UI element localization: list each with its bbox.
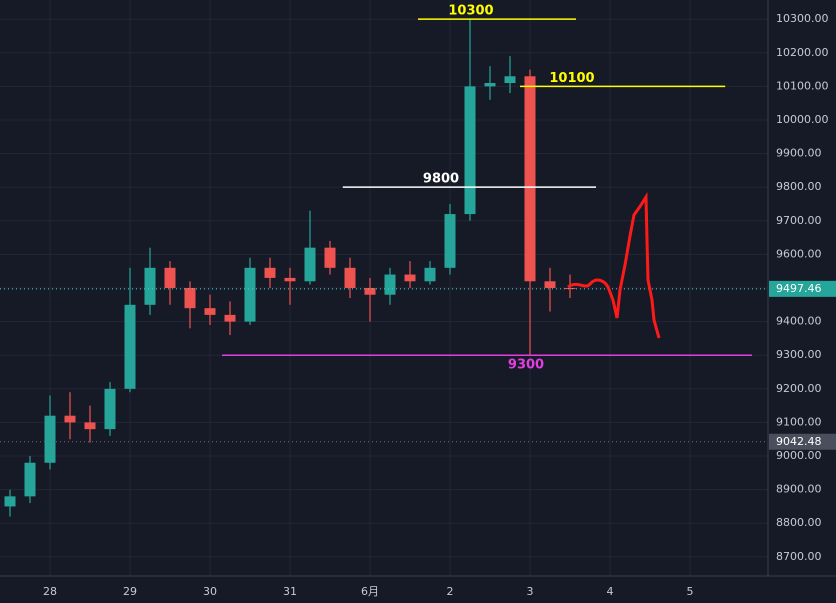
x-tick-label: 6月 [361, 585, 379, 598]
y-tick-label: 9900.00 [776, 147, 822, 160]
y-tick-label: 9400.00 [776, 315, 822, 328]
candle-body [64, 415, 76, 423]
candle-body [524, 76, 536, 282]
x-tick-label: 28 [43, 585, 57, 598]
y-tick-label: 8800.00 [776, 516, 822, 529]
y-tick-label: 9200.00 [776, 382, 822, 395]
level-label: 9300 [508, 358, 544, 373]
candle-body [504, 76, 516, 84]
candle-body [364, 288, 376, 295]
candle-body [224, 314, 236, 322]
x-tick-label: 30 [203, 585, 217, 598]
price-marker-label: 9497.46 [776, 282, 822, 295]
x-tick-label: 2 [447, 585, 454, 598]
y-tick-label: 8700.00 [776, 550, 822, 563]
x-tick-label: 29 [123, 585, 137, 598]
candle-body [264, 267, 276, 278]
candle-body [184, 288, 196, 309]
candle-body [444, 214, 456, 268]
candle-body [464, 86, 476, 215]
level-label: 10300 [448, 4, 493, 19]
candle-body [4, 496, 16, 507]
candle-body [104, 388, 116, 430]
price-marker-box [769, 280, 836, 297]
candle-body [124, 304, 136, 389]
y-tick-label: 9300.00 [776, 348, 822, 361]
level-label: 9800 [423, 172, 459, 187]
x-tick-label: 4 [607, 585, 614, 598]
x-tick-label: 31 [283, 585, 297, 598]
candle-body [344, 267, 356, 288]
candle-body [164, 267, 176, 288]
projection-drawing [567, 191, 661, 339]
x-tick-label: 3 [527, 585, 534, 598]
y-tick-label: 9700.00 [776, 214, 822, 227]
y-tick-label: 9100.00 [776, 415, 822, 428]
candle-body [484, 83, 496, 87]
y-tick-label: 9000.00 [776, 449, 822, 462]
candle-body [424, 267, 436, 282]
candle-body [324, 247, 336, 268]
level-label: 10100 [549, 71, 594, 86]
candle-body [244, 267, 256, 322]
y-tick-label: 10100.00 [776, 79, 829, 92]
candle-body [404, 274, 416, 282]
candle-body [544, 281, 556, 288]
price-marker-label: 9042.48 [776, 435, 822, 448]
x-tick-label: 5 [687, 585, 694, 598]
candle-body [44, 415, 56, 463]
y-tick-label: 10200.00 [776, 46, 829, 59]
candle-body [564, 288, 576, 289]
candle-body [24, 462, 36, 497]
y-tick-label: 8900.00 [776, 483, 822, 496]
y-tick-label: 10000.00 [776, 113, 829, 126]
candle-body [384, 274, 396, 295]
y-tick-label: 10300.00 [776, 12, 829, 25]
y-tick-label: 9800.00 [776, 180, 822, 193]
candle-body [284, 277, 296, 282]
candle-body [204, 308, 216, 315]
candle-body [304, 247, 316, 282]
y-tick-label: 9600.00 [776, 247, 822, 260]
candle-body [144, 267, 156, 305]
price-marker-box [769, 433, 836, 450]
candle-body [84, 422, 96, 430]
